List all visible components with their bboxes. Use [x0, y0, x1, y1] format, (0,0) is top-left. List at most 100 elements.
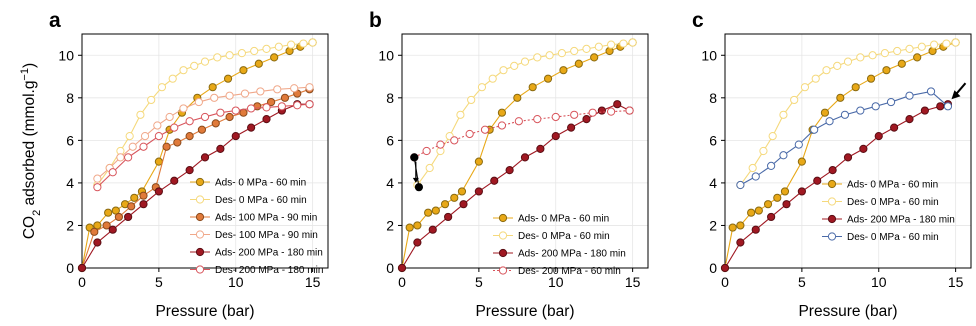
series-des-0-mpa-60-min	[736, 87, 953, 190]
data-point	[920, 106, 929, 115]
data-point	[139, 191, 148, 200]
legend-marker	[827, 179, 837, 189]
data-point	[597, 106, 606, 115]
data-point	[582, 114, 591, 124]
arrow-head	[951, 90, 961, 100]
x-tick-label: 5	[475, 274, 483, 290]
data-point	[607, 40, 616, 49]
data-point	[413, 238, 422, 247]
data-point	[102, 221, 111, 230]
series-ads-0-mpa-60-min	[720, 38, 960, 273]
panel-letter: b	[369, 9, 382, 32]
data-point	[570, 46, 579, 56]
y-tick-label: 0	[709, 260, 717, 276]
data-point	[127, 202, 136, 211]
data-point	[811, 74, 820, 83]
legend-label: Ads- 0 MPa - 60 min	[518, 214, 609, 225]
data-point	[457, 187, 467, 196]
data-point	[154, 187, 163, 196]
legend-label: Ads- 200 MPa - 180 min	[215, 248, 323, 259]
data-point	[179, 66, 188, 75]
data-point	[520, 153, 530, 162]
data-point	[782, 200, 791, 209]
data-point	[405, 223, 414, 232]
data-point	[262, 44, 271, 53]
data-point	[170, 176, 179, 185]
data-point	[231, 132, 240, 141]
y-tick-label: 2	[386, 217, 394, 233]
data-point	[200, 153, 210, 162]
y-tick-label: 4	[386, 175, 394, 191]
legend-label: Des- 0 MPa - 60 min	[215, 195, 307, 206]
data-point	[866, 74, 876, 83]
data-point	[474, 187, 483, 196]
data-point	[130, 193, 139, 202]
data-point	[930, 40, 939, 49]
data-point	[154, 132, 163, 141]
data-point	[128, 142, 137, 151]
data-point	[136, 110, 145, 119]
series-ads-200-mpa-180-min	[397, 100, 634, 273]
data-point	[480, 125, 490, 134]
plot-frame	[81, 33, 329, 269]
series-line	[724, 103, 949, 269]
y-tick-label: 8	[66, 90, 74, 106]
data-point	[308, 38, 317, 47]
data-point	[720, 263, 730, 273]
y-tick-label: 0	[386, 260, 394, 276]
data-point	[431, 206, 440, 215]
data-point	[748, 163, 757, 173]
data-point	[759, 146, 768, 156]
data-point	[810, 125, 819, 134]
data-point	[108, 225, 117, 234]
data-point	[851, 83, 860, 92]
data-point	[951, 38, 960, 47]
data-point	[533, 53, 542, 62]
data-point	[280, 93, 290, 102]
data-point	[157, 83, 167, 92]
data-point	[162, 142, 171, 151]
data-point	[124, 153, 133, 162]
series-des-0-mpa-60-min	[736, 38, 960, 190]
data-point	[514, 117, 523, 126]
data-point	[797, 187, 806, 196]
legend-marker	[498, 248, 508, 258]
data-point	[293, 101, 302, 110]
data-point	[813, 176, 822, 185]
data-point	[551, 112, 560, 122]
data-point	[240, 89, 250, 98]
data-point	[822, 66, 831, 75]
data-point	[170, 123, 179, 132]
data-point	[262, 114, 271, 124]
data-point	[208, 83, 217, 92]
data-point	[290, 84, 299, 93]
data-point	[754, 206, 763, 215]
data-point	[247, 104, 256, 113]
data-point	[893, 46, 902, 56]
legend-marker	[498, 231, 508, 240]
data-point	[619, 39, 628, 48]
data-point	[582, 44, 591, 53]
x-tick-label: 10	[548, 274, 564, 290]
legend-label: Des- 0 MPa - 60 min	[847, 232, 939, 243]
data-point	[450, 193, 459, 202]
y-axis-title-suffix: )	[21, 63, 38, 68]
data-point	[736, 180, 745, 190]
data-point	[185, 132, 194, 141]
data-point	[299, 39, 308, 48]
data-point	[856, 53, 865, 62]
legend: Ads- 0 MPa - 60 min Des- 0 MPa - 60 min Ad…	[190, 178, 323, 276]
data-point	[751, 225, 760, 234]
data-point	[936, 102, 945, 111]
data-point	[874, 132, 883, 141]
legend-marker	[195, 247, 205, 257]
legend-marker	[195, 230, 205, 239]
data-point	[751, 172, 760, 181]
data-point	[440, 200, 450, 209]
data-point	[153, 121, 162, 130]
plot-frame	[724, 33, 972, 269]
data-point	[237, 49, 246, 58]
data-point	[499, 66, 508, 75]
arrow-head	[412, 177, 419, 183]
data-point	[833, 61, 842, 71]
